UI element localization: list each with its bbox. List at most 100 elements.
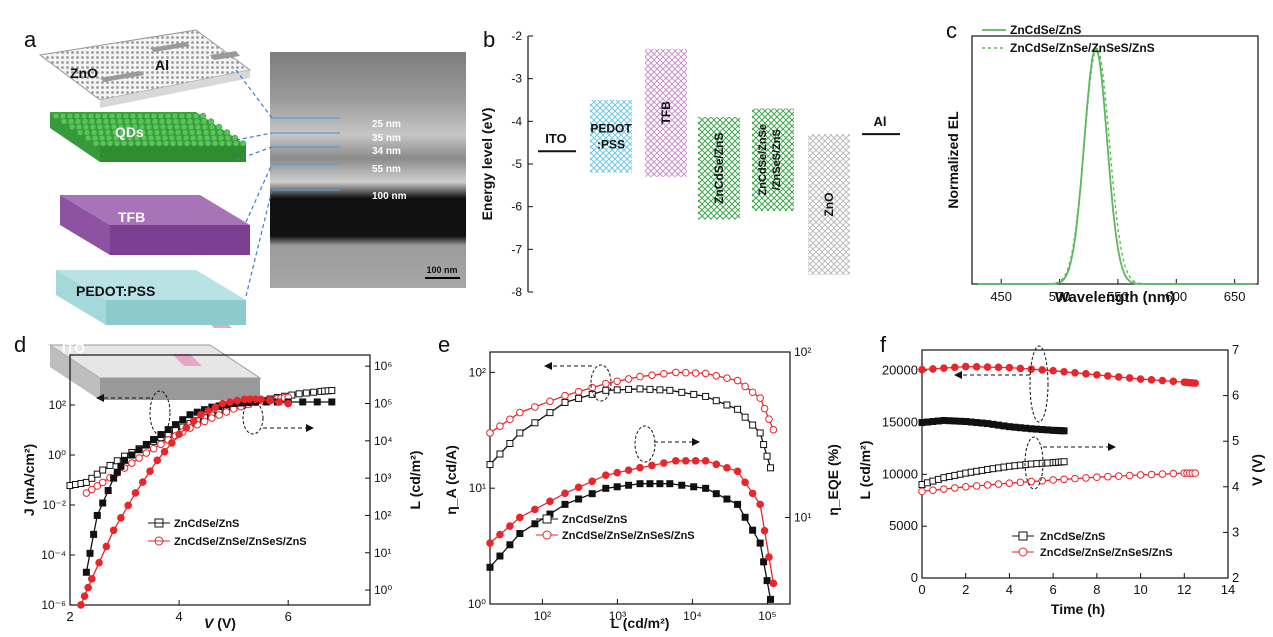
series-line-e-3 xyxy=(489,460,775,584)
level-bar xyxy=(752,108,794,211)
data-marker-f xyxy=(940,364,948,372)
data-marker-e xyxy=(602,471,610,480)
data-marker-f xyxy=(1049,476,1057,484)
qd-sphere xyxy=(75,123,83,131)
data-marker-e xyxy=(690,483,698,491)
qd-sphere xyxy=(194,123,202,131)
qd-sphere xyxy=(182,134,190,142)
data-marker-e xyxy=(561,398,569,406)
data-marker-f xyxy=(1136,471,1145,479)
data-marker-d xyxy=(131,489,140,497)
data-marker-f xyxy=(972,482,981,490)
tick-label-b: -2 xyxy=(511,29,522,43)
data-marker-d xyxy=(128,459,136,467)
qd-sphere xyxy=(161,134,169,142)
data-marker-f xyxy=(1038,366,1047,374)
data-marker-e xyxy=(678,388,686,396)
qd-sphere xyxy=(108,112,116,120)
data-marker-e xyxy=(613,483,621,491)
dashed-arrow xyxy=(235,69,273,119)
qd-sphere xyxy=(224,134,232,142)
sem-image xyxy=(270,52,466,288)
tick-label-b: -6 xyxy=(511,200,522,214)
legend-swatch-f-1 xyxy=(1018,547,1028,557)
data-marker-e xyxy=(588,490,596,498)
data-marker-d xyxy=(160,447,169,456)
data-marker-e xyxy=(636,480,644,488)
data-marker-f xyxy=(1158,376,1167,385)
data-marker-e xyxy=(748,489,757,498)
qd-sphere xyxy=(179,118,187,125)
qd-sphere xyxy=(239,140,247,147)
data-marker-d xyxy=(197,410,205,419)
data-marker-e xyxy=(760,526,769,535)
tick-label-e-left: 10⁰ xyxy=(468,597,486,611)
data-marker-e xyxy=(646,385,654,393)
qd-sphere xyxy=(164,112,172,120)
data-marker-f xyxy=(1027,477,1036,486)
data-marker-f xyxy=(1114,472,1123,480)
data-marker-d xyxy=(106,461,114,469)
qd-sphere xyxy=(120,140,128,147)
qd-sphere xyxy=(144,118,152,125)
qd-sphere xyxy=(216,129,224,136)
qd-sphere xyxy=(209,129,217,136)
tick-label-f: 14 xyxy=(1221,582,1235,597)
data-marker-e xyxy=(574,483,583,492)
data-marker-e xyxy=(756,500,764,509)
data-marker-d xyxy=(117,514,125,522)
data-marker-e xyxy=(749,526,757,534)
data-marker-d xyxy=(310,388,318,396)
data-marker-e xyxy=(660,369,668,378)
layer-label-pedot: PEDOT:PSS xyxy=(76,283,155,299)
tick-label-b: -5 xyxy=(511,157,522,171)
tfb-side xyxy=(60,195,110,255)
tick-label-e-right: 10² xyxy=(794,345,811,359)
data-marker-e xyxy=(506,522,514,530)
qd-sphere xyxy=(136,112,144,120)
data-marker-d xyxy=(313,398,321,406)
qd-sphere xyxy=(159,123,167,131)
tick-label-d-left: 10⁰ xyxy=(48,448,66,462)
qd-sphere xyxy=(148,140,156,147)
data-marker-e xyxy=(531,505,539,514)
data-marker-d xyxy=(135,454,143,462)
arrowhead-f-2 xyxy=(1108,443,1116,451)
layer-label-al: Al xyxy=(155,57,169,73)
level-bar xyxy=(698,117,740,220)
data-marker-d xyxy=(218,399,227,408)
tick-label-b: -4 xyxy=(511,114,522,128)
tick-label-c: 650 xyxy=(1224,289,1246,304)
tick-label-e-left: 10¹ xyxy=(469,481,486,495)
data-marker-e xyxy=(741,382,749,391)
tick-label-d-left: 10⁻⁴ xyxy=(41,548,66,562)
qd-sphere xyxy=(158,118,166,125)
data-marker-f xyxy=(1093,473,1101,482)
axis-label-c-x: Wavelength (nm) xyxy=(1055,289,1175,306)
data-marker-d xyxy=(275,398,283,406)
data-marker-d xyxy=(295,390,303,398)
data-marker-e xyxy=(734,405,742,413)
legend-swatch-f-0 xyxy=(1018,531,1028,541)
data-marker-d xyxy=(138,478,147,486)
qd-sphere xyxy=(88,118,96,125)
qd-sphere xyxy=(76,129,84,136)
data-marker-e xyxy=(613,468,622,477)
qd-sphere xyxy=(178,112,186,120)
axis-label-f-left: L (cd/m²) xyxy=(857,441,873,500)
data-marker-e xyxy=(516,429,524,437)
qd-sphere xyxy=(152,123,160,131)
tick-label-d-left: 10⁻² xyxy=(42,498,66,512)
data-marker-d xyxy=(302,389,310,397)
data-marker-d xyxy=(299,398,307,406)
thickness-label: 25 nm xyxy=(372,119,401,130)
data-marker-e xyxy=(561,489,569,498)
data-marker-f xyxy=(1060,427,1068,435)
data-marker-e xyxy=(702,484,710,492)
tick-label-f: 6 xyxy=(1050,582,1057,597)
qd-sphere xyxy=(147,134,155,142)
pedot-top xyxy=(56,270,246,300)
data-marker-e xyxy=(516,530,524,538)
qd-sphere xyxy=(113,140,121,147)
qd-sphere xyxy=(129,112,137,120)
